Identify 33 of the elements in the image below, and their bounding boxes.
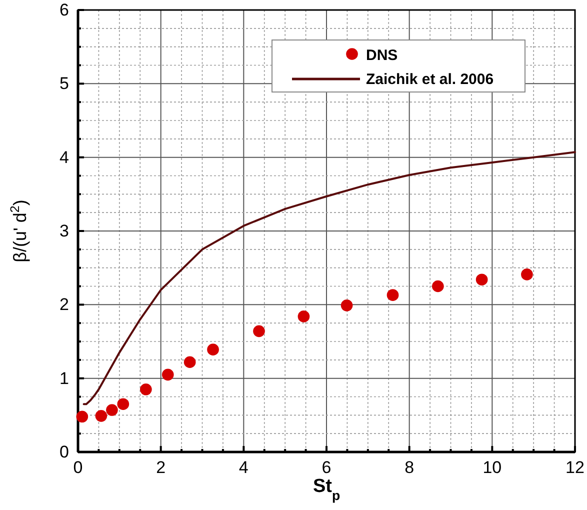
point	[253, 325, 265, 338]
y-tick-label: 2	[60, 295, 69, 314]
x-tick-label: 8	[404, 458, 414, 478]
point	[76, 410, 88, 423]
point	[95, 410, 108, 422]
y-tick-label: 4	[60, 148, 69, 167]
y-tick-label: 5	[60, 74, 69, 94]
point	[117, 398, 130, 410]
point	[207, 344, 219, 356]
y-tick-label: 1	[60, 368, 69, 388]
point	[340, 300, 353, 312]
point	[432, 280, 444, 292]
legend-label: DNS	[366, 47, 398, 64]
x-tick-label: 4	[238, 458, 248, 478]
point	[162, 368, 174, 381]
point	[386, 289, 399, 301]
x-tick-label: 6	[322, 458, 332, 478]
y-tick-label: 0	[60, 442, 69, 462]
point	[184, 356, 196, 368]
x-tick-label: 2	[156, 458, 166, 478]
legend-label: Zaichik et al. 2006	[366, 71, 494, 88]
x-tick-label: 12	[566, 458, 584, 478]
point	[106, 404, 118, 416]
point	[298, 310, 310, 322]
line-series	[82, 151, 576, 406]
point	[140, 383, 152, 396]
point	[476, 274, 488, 286]
x-tick-label: 10	[482, 458, 502, 478]
x-tick-label: 0	[73, 458, 83, 478]
x-axis-title: St$_{p}$	[312, 476, 340, 502]
point	[521, 268, 533, 280]
y-tick-label: 3	[60, 221, 69, 240]
y-tick-label: 6	[60, 0, 69, 20]
